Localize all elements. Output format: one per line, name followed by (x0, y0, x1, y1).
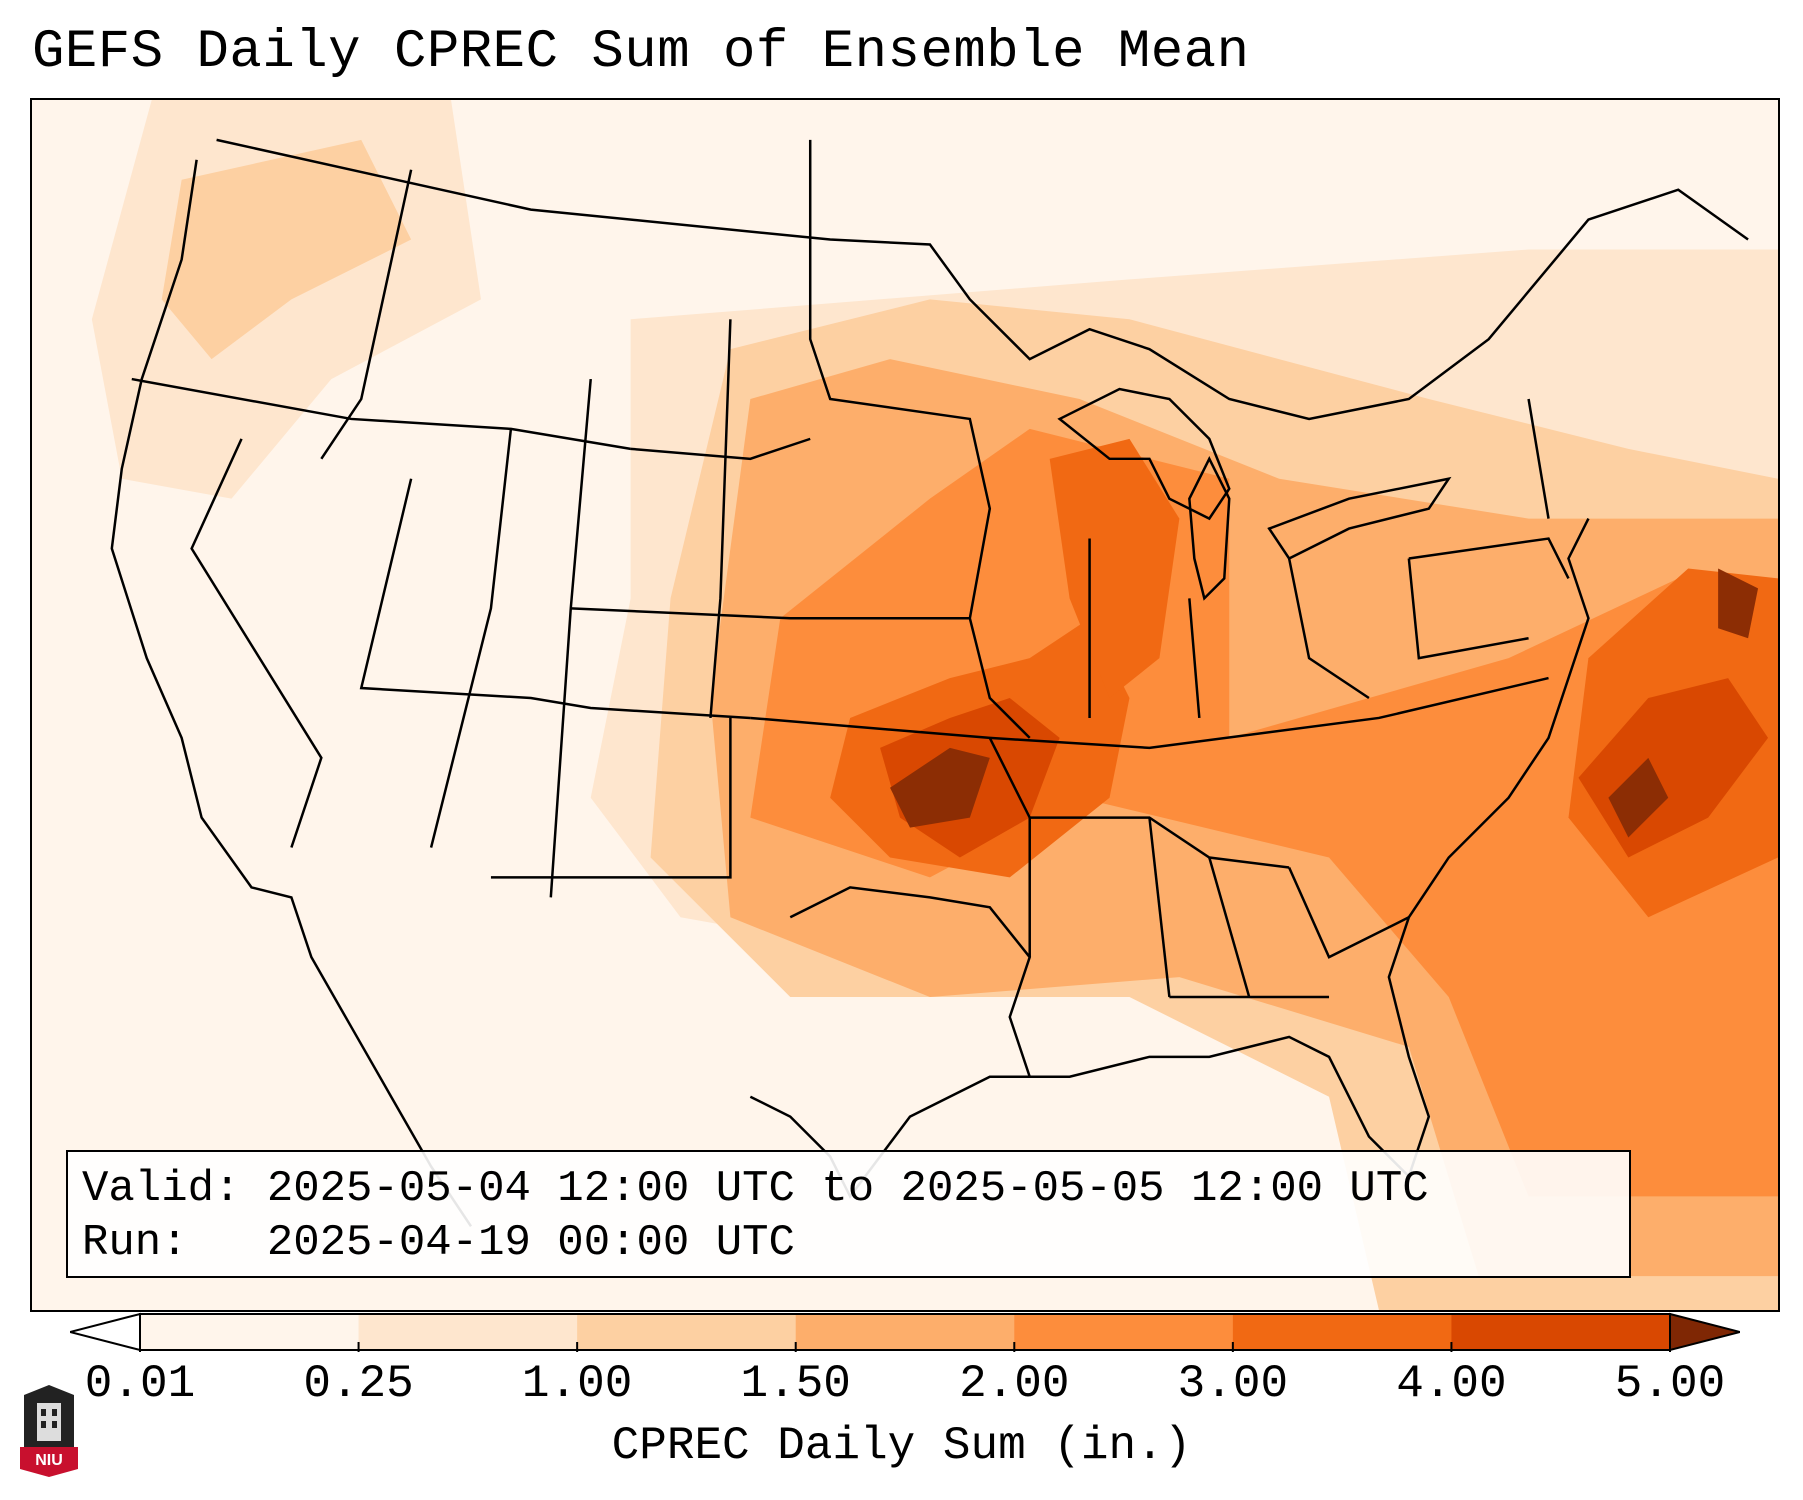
precip-region-3 (161, 139, 412, 360)
run-value: 2025-04-19 00:00 UTC (266, 1218, 795, 1268)
colorbar-tick-label: 1.50 (740, 1358, 851, 1410)
run-label: Run: (82, 1218, 188, 1268)
colorbar-segment-5 (1232, 1314, 1452, 1350)
map-panel (30, 98, 1780, 1312)
colorbar-segment-0 (140, 1314, 360, 1350)
valid-run-box: Valid: 2025-05-04 12:00 UTC to 2025-05-0… (66, 1150, 1631, 1278)
colorbar-label: CPREC Daily Sum (in.) (611, 1420, 1192, 1472)
great-lakes (1057, 387, 1231, 521)
logo-tower (37, 1403, 61, 1441)
precip-region-13 (1718, 568, 1759, 639)
precip-region-6 (750, 428, 1778, 1197)
colorbar-tick-label: 3.00 (1177, 1358, 1289, 1410)
colorbar-segments (70, 1312, 1740, 1352)
colorbar-segment-2 (577, 1314, 797, 1350)
colorbar-segment-4 (1014, 1314, 1234, 1350)
colorbar-over-arrow (1669, 1312, 1740, 1352)
colorbar-tick-label: 0.01 (84, 1358, 196, 1410)
valid-value: 2025-05-04 12:00 UTC to 2025-05-05 12:00… (266, 1164, 1429, 1214)
colorbar-under-arrow (70, 1312, 141, 1352)
colorbar-tick-label: 4.00 (1396, 1358, 1507, 1410)
colorbar-tick-label: 5.00 (1614, 1358, 1726, 1410)
logo-banner (20, 1447, 78, 1477)
colorbar-tick-label: 1.00 (521, 1358, 633, 1410)
colorbar-segment-3 (795, 1314, 1015, 1350)
lake-michigan (1188, 456, 1231, 601)
colorbar-segment-1 (358, 1314, 578, 1350)
colorbar (70, 1312, 1740, 1352)
precipitation-map (32, 100, 1778, 1310)
state-boundaries (110, 138, 1749, 1227)
precip-region-8 (1049, 438, 1180, 699)
west-coastline (110, 159, 473, 1227)
logo-text: NIU (35, 1452, 63, 1469)
precip-region-14 (1608, 757, 1669, 838)
colorbar-frame (139, 1313, 1671, 1351)
map-title: GEFS Daily CPREC Sum of Ensemble Mean (32, 22, 1250, 83)
valid-label: Valid: (82, 1164, 241, 1214)
precip-shading-layer (32, 100, 1778, 1310)
colorbar-tick-label: 2.00 (959, 1358, 1070, 1410)
colorbar-segment-6 (1451, 1314, 1671, 1350)
niu-logo: NIU (20, 1385, 78, 1477)
canada-border (216, 138, 1749, 421)
colorbar-ticks (139, 1342, 1671, 1352)
precip-region-12 (890, 747, 990, 828)
colorbar-tick-label: 0.25 (303, 1358, 414, 1410)
